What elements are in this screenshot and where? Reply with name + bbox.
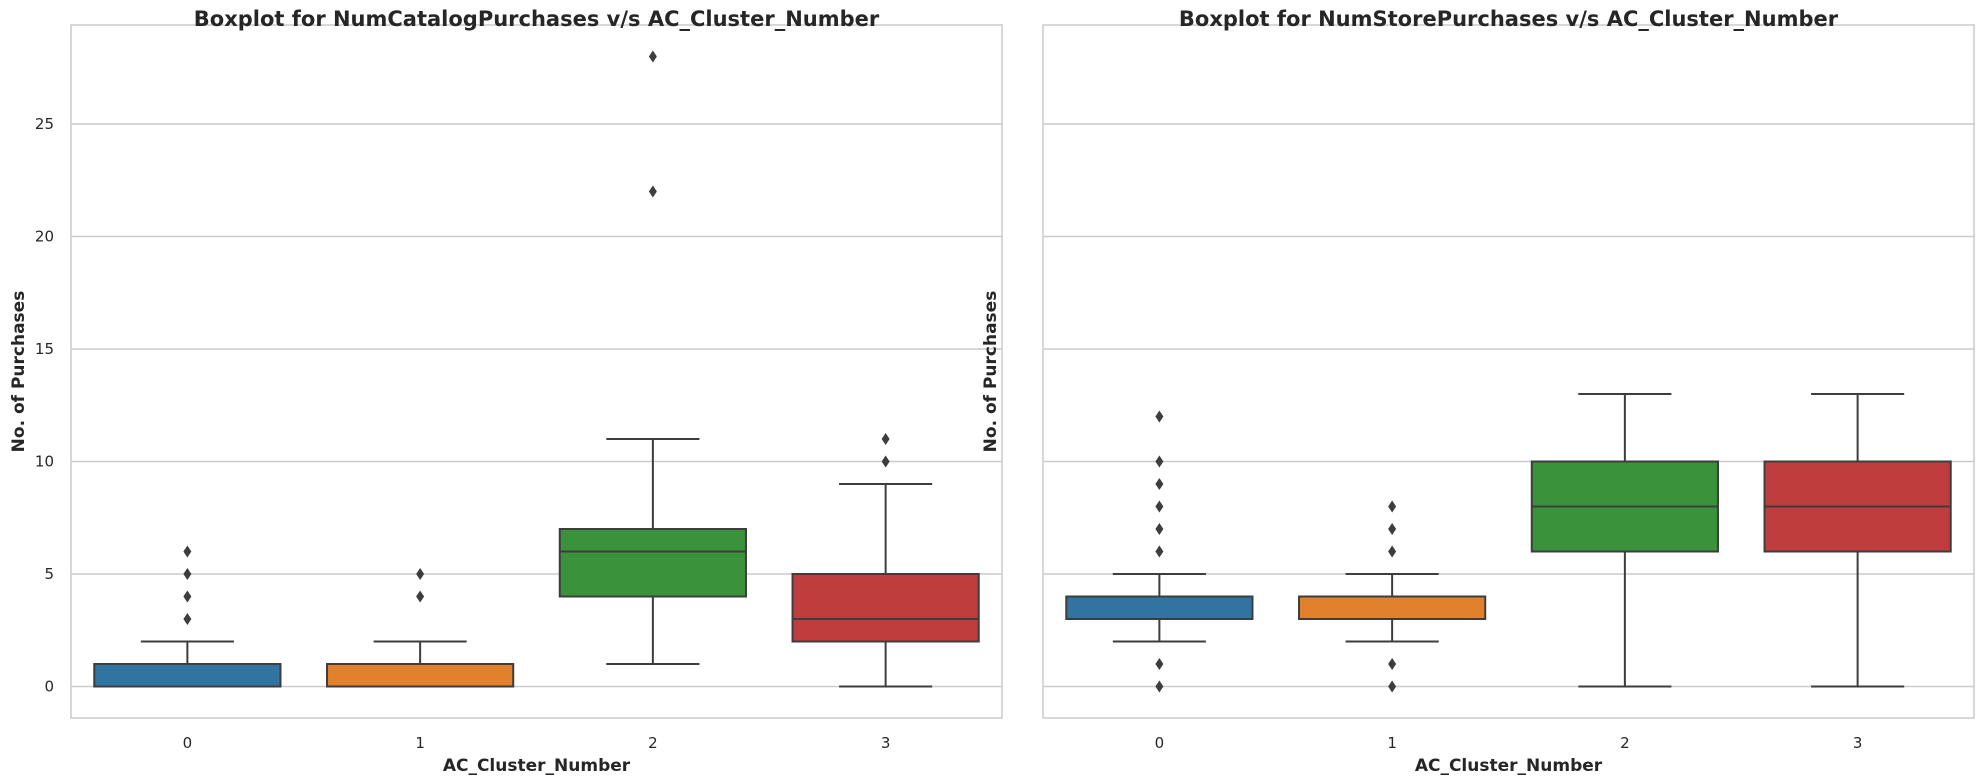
y-tick-label: 10	[35, 453, 54, 471]
x-tick-label: 1	[1387, 734, 1397, 752]
y-tick-label: 15	[35, 340, 54, 358]
box-cluster-3	[791, 433, 980, 688]
outlier-marker	[416, 568, 425, 580]
outlier-marker	[1155, 455, 1164, 468]
outlier-marker	[183, 545, 192, 558]
x-tick-label: 1	[415, 734, 425, 752]
outlier-marker	[183, 568, 192, 580]
box-iqr	[558, 528, 747, 598]
box-cluster-2	[1530, 393, 1719, 688]
outlier-marker	[1388, 523, 1397, 535]
outlier-marker	[1155, 500, 1164, 513]
outlier-marker	[183, 613, 192, 625]
chart-panel-1: 0 5 10 15 20 25 0 1 2 3 Boxplot for NumCatalogPurc…	[9, 7, 1003, 776]
box-iqr	[1298, 595, 1487, 620]
outlier-marker	[416, 590, 425, 603]
box-cluster-1	[326, 568, 515, 688]
outlier-marker	[1155, 478, 1164, 490]
outlier-marker	[1155, 658, 1164, 670]
y-axis-label: No. of Purchases	[981, 291, 1001, 453]
outlier-marker	[1388, 545, 1397, 558]
plot-frame	[1042, 24, 1975, 719]
y-tick-label: 0	[44, 678, 54, 696]
box-iqr	[791, 573, 980, 643]
x-tick-label: 0	[1155, 734, 1165, 752]
outlier-marker	[1155, 545, 1164, 558]
box-iqr	[326, 663, 515, 688]
outlier-marker	[648, 185, 657, 198]
outlier-marker	[183, 590, 192, 603]
outlier-marker	[1155, 523, 1164, 535]
x-axis-label: AC_Cluster_Number	[1415, 756, 1603, 776]
box-cluster-2	[558, 50, 747, 665]
outlier-marker	[1388, 658, 1397, 670]
outlier-marker	[881, 433, 890, 445]
outlier-marker	[881, 455, 890, 468]
box-cluster-3	[1763, 393, 1952, 688]
outlier-marker	[1155, 410, 1164, 423]
chart-panel-2: 0 1 2 3 Boxplot for NumStorePurchases v/s AC…	[981, 7, 1975, 776]
box-iqr	[1065, 595, 1254, 620]
y-tick-label: 20	[35, 228, 54, 246]
box-cluster-1	[1298, 500, 1487, 693]
y-tick-label: 25	[35, 115, 54, 133]
box-iqr	[93, 663, 282, 688]
box-cluster-0	[1065, 410, 1254, 693]
plot-frame	[70, 24, 1003, 719]
chart-title: Boxplot for NumCatalogPurchases v/s AC_C…	[194, 7, 880, 31]
outlier-marker	[1155, 680, 1164, 693]
outlier-marker	[1388, 680, 1397, 693]
outlier-marker	[1388, 500, 1397, 513]
x-tick-label: 2	[1620, 734, 1630, 752]
x-tick-label: 2	[648, 734, 658, 752]
outlier-marker	[648, 50, 657, 63]
x-tick-label: 0	[183, 734, 193, 752]
chart-title: Boxplot for NumStorePurchases v/s AC_Clu…	[1179, 7, 1839, 31]
box-cluster-0	[93, 545, 282, 688]
x-axis-label: AC_Cluster_Number	[443, 756, 631, 776]
y-axis-label: No. of Purchases	[9, 291, 29, 453]
x-tick-label: 3	[1853, 734, 1863, 752]
x-tick-label: 3	[881, 734, 891, 752]
y-tick-label: 5	[44, 565, 54, 583]
